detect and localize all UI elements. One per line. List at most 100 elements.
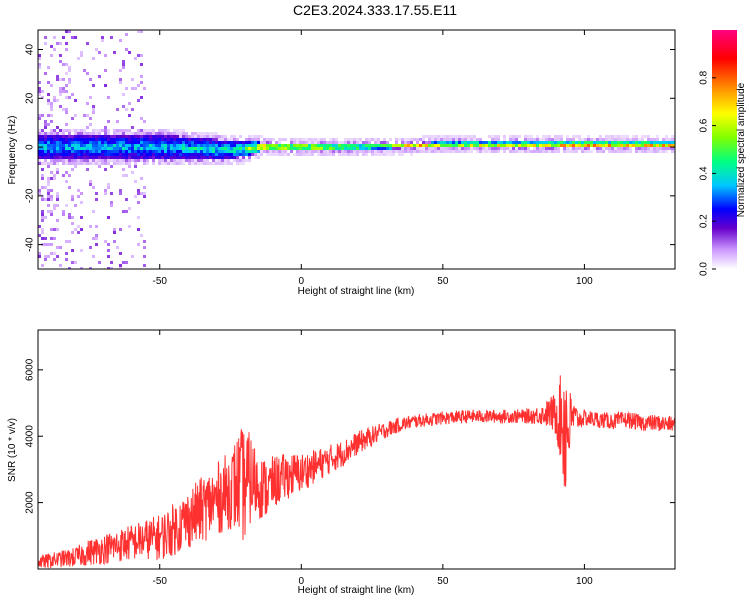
spectrogram-cell [74,36,77,39]
spectrogram-cell [116,141,119,144]
spectrogram-cell [47,243,50,246]
spectrogram-cell [209,147,212,150]
spectrogram-cell [44,237,47,240]
spectrogram-cell [89,96,92,99]
spectrogram-cell [533,150,536,153]
spectrogram-cell [590,138,593,141]
spectrogram-cell [62,144,65,147]
spectrogram-cell [416,150,419,153]
spectrogram-cell [122,261,125,264]
spectrogram-cell [59,147,62,150]
spectrogram-cell [71,261,74,264]
spectrogram-cell [152,141,155,144]
spectrogram-cell [125,147,128,150]
spectrogram-cell [647,147,650,150]
spectrogram-cell [68,159,71,162]
spectrogram-cell [623,147,626,150]
spectrogram-cell [161,147,164,150]
spectrogram-cell [233,153,236,156]
spectrogram-cell [248,159,251,162]
spectrogram-cell [581,138,584,141]
spectrogram-cell [50,177,53,180]
spectrogram-cell [104,138,107,141]
spectrogram-cell [56,192,59,195]
spectrogram-cell [56,78,59,81]
spectrogram-cell [656,135,659,138]
spectrogram-cell [614,150,617,153]
spectrogram-cell [656,144,659,147]
spectrogram-cell [356,153,359,156]
spectrogram-cell [671,147,674,150]
spectrogram-cell [50,120,53,123]
spectrogram-cell [194,135,197,138]
spectrogram-cell [608,135,611,138]
spectrogram-cell [56,153,59,156]
spectrogram-cell [284,147,287,150]
spectrogram-cell [494,135,497,138]
spectrogram-cell [497,141,500,144]
spectrogram-cell [620,135,623,138]
spectrogram-cell [68,144,71,147]
spectrogram-cell [215,150,218,153]
spectrogram-cell [170,162,173,165]
spectrogram-cell [500,144,503,147]
spectrogram-cell [77,153,80,156]
spectrogram-cell [116,147,119,150]
spectrogram-cell [125,156,128,159]
spectrogram-cell [371,144,374,147]
spectrogram-cell [38,189,41,192]
spectrogram-cell [221,159,224,162]
spectrogram-cell [554,144,557,147]
spectrogram-cell [41,177,44,180]
spectrogram-cell [524,150,527,153]
spectrogram-cell [317,138,320,141]
spectrogram-cell [185,159,188,162]
spectrogram-cell [140,147,143,150]
spectrogram-cell [530,141,533,144]
spectrogram-cell [389,153,392,156]
spectrogram-cell [197,138,200,141]
spectrogram-cell [191,141,194,144]
spectrogram-cell [44,159,47,162]
spectrogram-cell [161,135,164,138]
spectrogram-cell [521,147,524,150]
spectrogram-cell [314,147,317,150]
spectrogram-cell [167,141,170,144]
spectrogram-cell [170,156,173,159]
spectrogram-cell [290,150,293,153]
spectrogram-cell [320,153,323,156]
spectrogram-cell [617,135,620,138]
spectrogram-cell [113,150,116,153]
spectrogram-cell [143,240,146,243]
spectrogram-cell [443,147,446,150]
spectrogram-cell [365,138,368,141]
spectrogram-cell [266,147,269,150]
spectrogram-cell [203,159,206,162]
spectrogram-cell [215,156,218,159]
spectrogram-cell [41,144,44,147]
spectrogram-cell [353,144,356,147]
spectrogram-cell [386,144,389,147]
spectrogram-cell [125,159,128,162]
spectrogram-cell [236,144,239,147]
spectrogram-cell [185,144,188,147]
spectrogram-cell [56,150,59,153]
spectrogram-cell [230,144,233,147]
colorbar-ticks: 0.00.20.40.60.8 [699,70,716,276]
spectrogram-cell [50,135,53,138]
spectrogram-cell [131,126,134,129]
spectrogram-cell [149,135,152,138]
spectrogram-cell [80,216,83,219]
spectrogram-cell [632,144,635,147]
spectrogram-cell [596,141,599,144]
spectrogram-cell [158,153,161,156]
spectrogram-cell [329,144,332,147]
spectrogram-cell [188,150,191,153]
spectrogram-cell [485,144,488,147]
spectrogram-cell [203,135,206,138]
spectrogram-cell [125,141,128,144]
spectrogram-cell [353,150,356,153]
spectrogram-cell [134,141,137,144]
